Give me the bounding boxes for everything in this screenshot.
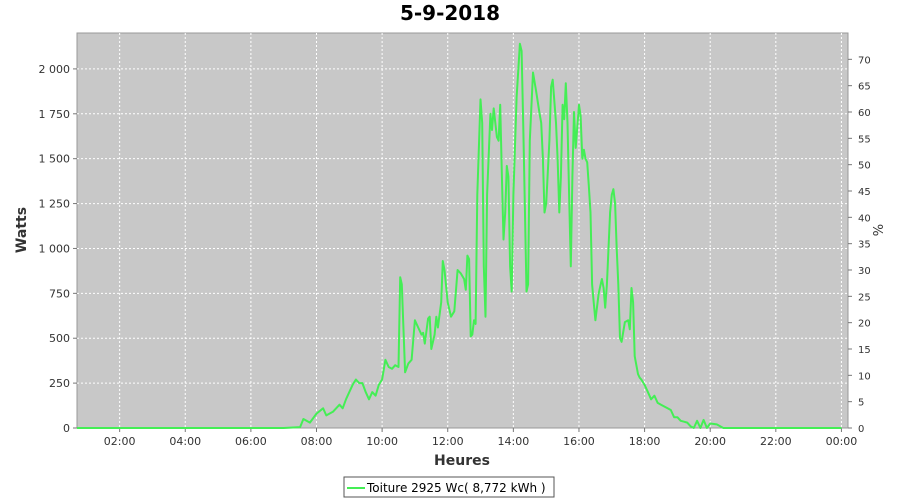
y2-tick-label: 55 <box>858 134 871 145</box>
y2-axis-title: % <box>872 224 887 236</box>
y2-tick-label: 15 <box>858 345 871 356</box>
y-tick-label: 750 <box>49 287 70 300</box>
y-tick-label: 2 000 <box>39 63 71 76</box>
x-tick-label: 04:00 <box>169 435 201 448</box>
grid-layer <box>77 33 848 428</box>
chart-title: 5-9-2018 <box>400 1 500 25</box>
y2-tick-label: 40 <box>858 213 871 224</box>
legend: Toiture 2925 Wc( 8,772 kWh ) <box>343 476 555 498</box>
series-layer <box>77 42 842 429</box>
axis-layer: 02:00 04:00 06:00 08:00 10:00 12:00 14:00 16:00… <box>39 55 871 448</box>
y-tick-label: 1 750 <box>39 108 71 121</box>
x-tick-label: 22:00 <box>760 435 792 448</box>
legend-label: Toiture 2925 Wc( 8,772 kWh ) <box>366 481 546 495</box>
x-tick-label: 00:00 <box>826 435 858 448</box>
x-tick-label: 12:00 <box>432 435 464 448</box>
y2-tick-label: 5 <box>858 398 864 409</box>
y-axis-title: Watts <box>14 207 30 253</box>
series-line <box>77 42 842 429</box>
x-tick-label: 08:00 <box>301 435 333 448</box>
x-tick-label: 18:00 <box>629 435 661 448</box>
plot-area <box>76 32 849 429</box>
y2-tick-label: 0 <box>858 424 864 435</box>
y-tick-label: 1 250 <box>39 198 71 211</box>
y-tick-label: 250 <box>49 377 70 390</box>
y-tick-label: 1 500 <box>39 153 71 166</box>
y2-tick-label: 35 <box>858 240 871 251</box>
y2-tick-label: 10 <box>858 371 871 382</box>
y2-tick-label: 30 <box>858 266 871 277</box>
x-tick-label: 10:00 <box>366 435 398 448</box>
y2-tick-label: 50 <box>858 161 871 172</box>
legend-box <box>343 476 555 498</box>
y-tick-label: 500 <box>49 332 70 345</box>
x-tick-label: 06:00 <box>235 435 267 448</box>
y-tick-label: 1 000 <box>39 242 71 255</box>
y-tick-label: 0 <box>63 422 70 435</box>
y2-tick-label: 25 <box>858 292 871 303</box>
x-axis-title: Heures <box>434 453 490 469</box>
y2-tick-label: 70 <box>858 55 871 66</box>
y2-tick-label: 65 <box>858 82 871 93</box>
y2-tick-label: 60 <box>858 108 871 119</box>
x-tick-label: 02:00 <box>104 435 136 448</box>
x-tick-label: 16:00 <box>563 435 595 448</box>
x-tick-label: 20:00 <box>694 435 726 448</box>
y2-tick-label: 45 <box>858 187 871 198</box>
y2-tick-label: 20 <box>858 319 871 330</box>
x-tick-label: 14:00 <box>498 435 530 448</box>
